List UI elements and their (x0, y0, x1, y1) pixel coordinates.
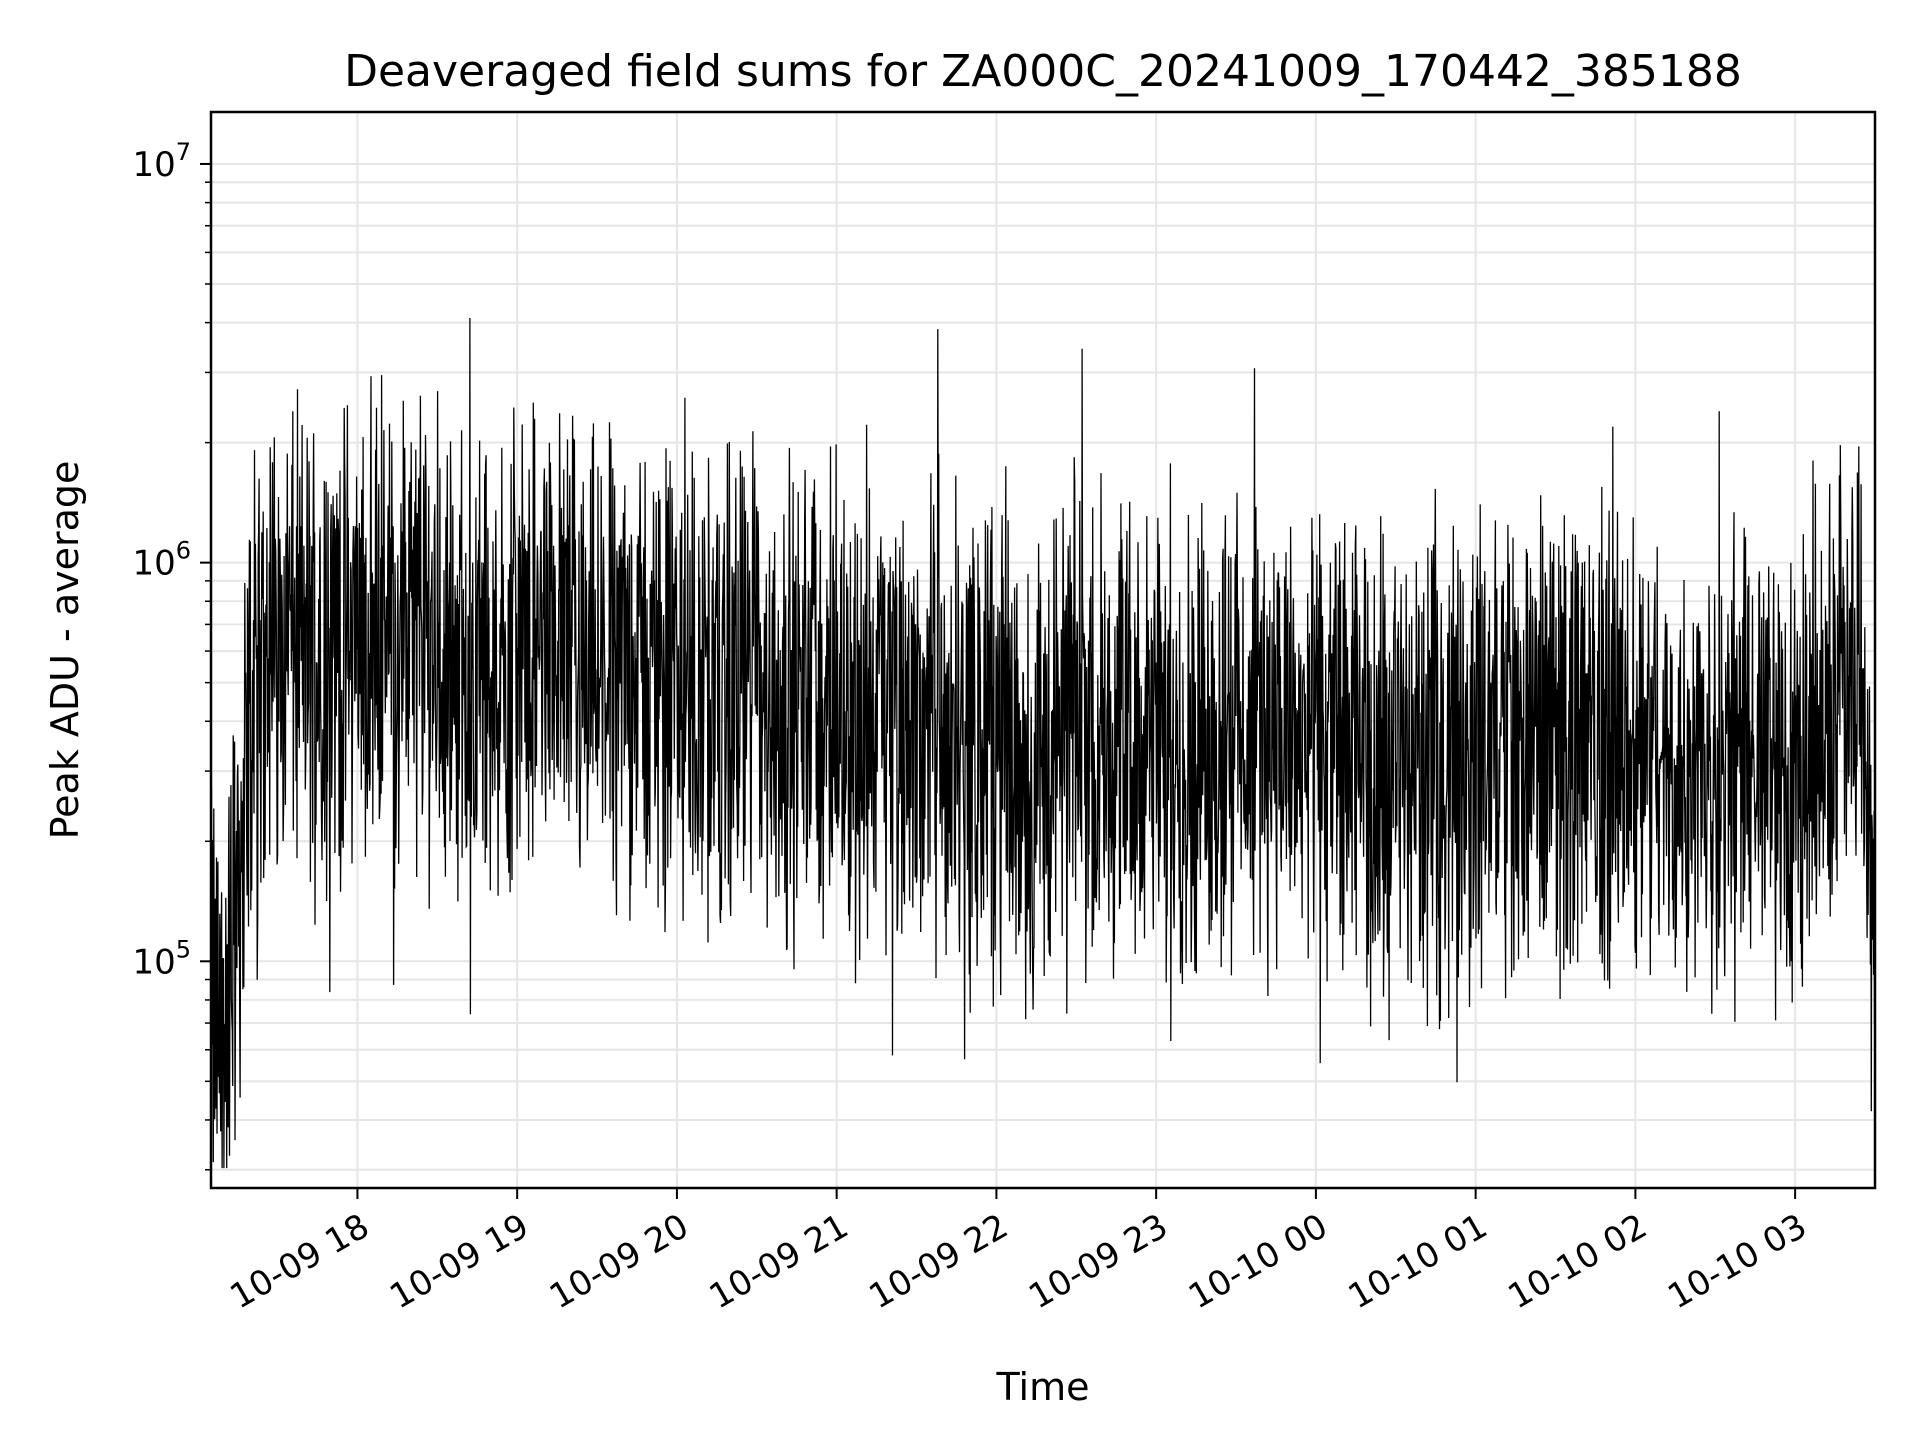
x-tick-label: 10-09 18 (224, 1206, 376, 1317)
x-tick-label: 10-10 03 (1661, 1206, 1813, 1317)
x-tick-label: 10-09 19 (383, 1206, 535, 1317)
y-axis-label: Peak ADU - average (43, 461, 87, 840)
y-tick-label: 105 (132, 935, 191, 982)
chart-title: Deaveraged field sums for ZA000C_2024100… (344, 46, 1742, 97)
plot-frame (209, 110, 1877, 1190)
y-tick-label: 107 (132, 138, 191, 185)
x-tick-label: 10-09 22 (863, 1206, 1015, 1317)
x-tick-label: 10-09 23 (1022, 1206, 1174, 1317)
x-axis-label: Time (996, 1365, 1090, 1409)
x-tick-label: 10-09 21 (703, 1206, 855, 1317)
plot-area (211, 317, 1875, 1169)
x-tick-label: 10-09 20 (543, 1206, 695, 1317)
x-tick-label: 10-10 00 (1182, 1206, 1334, 1317)
x-tick-label: 10-10 02 (1501, 1206, 1653, 1317)
series-line (211, 317, 1875, 1169)
x-tick-label: 10-10 01 (1342, 1206, 1494, 1317)
y-tick-label: 106 (132, 537, 191, 584)
x-axis: 10-09 18 10-09 19 10-09 20 10-09 21 10-09 22… (224, 1188, 1814, 1317)
y-axis: 105 106 107 (132, 138, 211, 1171)
